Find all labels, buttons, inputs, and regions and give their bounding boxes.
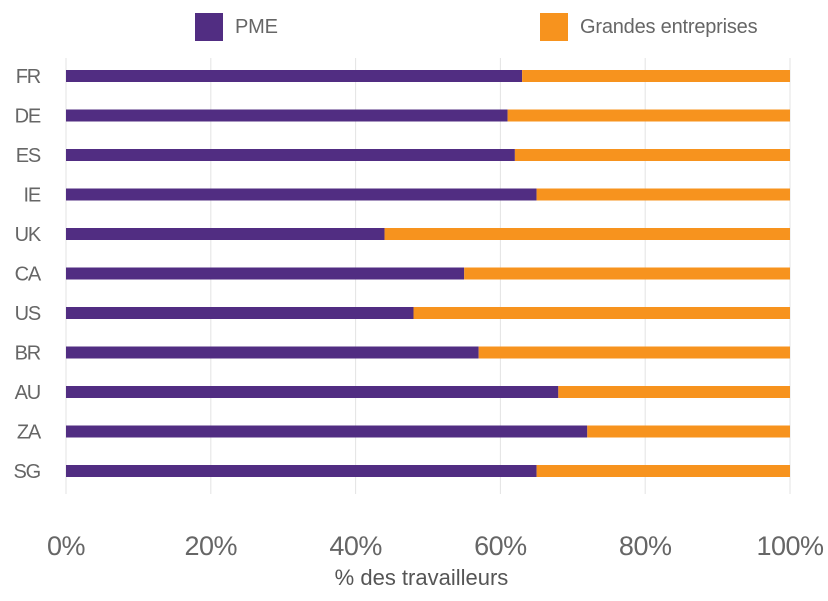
x-axis-title: % des travailleurs (334, 565, 509, 590)
bar-pme (66, 386, 559, 398)
y-category-label: FR (16, 66, 41, 88)
bar-pme (66, 425, 588, 438)
y-category-label: UK (15, 224, 42, 246)
legend-label-grandes-entreprises: Grandes entreprises (580, 15, 758, 38)
y-category-label: BR (15, 343, 41, 365)
bar-pme (66, 70, 523, 82)
bar-grandes-entreprises (384, 228, 790, 240)
bar-pme (66, 109, 508, 122)
y-category-label: DE (15, 106, 41, 128)
y-category-label: AU (15, 382, 40, 404)
bar-pme (66, 267, 465, 280)
bar-pme (66, 346, 479, 359)
bar-grandes-entreprises (587, 425, 790, 438)
x-tick-label: 60% (474, 531, 527, 561)
y-category-label: ES (16, 145, 41, 167)
bar-grandes-entreprises (514, 149, 790, 161)
y-category-label: CA (15, 264, 42, 286)
bar-grandes-entreprises (507, 109, 790, 122)
legend-label-pme: PME (235, 15, 278, 38)
bar-grandes-entreprises (536, 465, 790, 477)
x-tick-label: 40% (329, 531, 382, 561)
bar-pme (66, 188, 537, 201)
y-category-label: IE (24, 185, 41, 207)
x-tick-label: 100% (756, 531, 824, 561)
bar-pme (66, 307, 414, 319)
x-tick-label: 0% (47, 531, 86, 561)
bar-pme (66, 228, 385, 240)
bar-grandes-entreprises (558, 386, 790, 398)
y-category-label: US (15, 303, 41, 325)
y-category-label: ZA (17, 422, 42, 444)
legend-item-pme: PME (195, 12, 278, 42)
x-tick-label: 20% (185, 531, 238, 561)
bar-grandes-entreprises (478, 346, 790, 359)
bar-grandes-entreprises (464, 267, 790, 280)
bar-pme (66, 465, 537, 477)
legend-item-grandes-entreprises: Grandes entreprises (540, 12, 758, 42)
legend-swatch-grandes-entreprises (540, 13, 568, 41)
bar-pme (66, 149, 515, 161)
bar-grandes-entreprises (522, 70, 790, 82)
bar-grandes-entreprises (536, 188, 790, 201)
x-tick-label: 80% (619, 531, 672, 561)
bar-grandes-entreprises (413, 307, 790, 319)
y-category-label: SG (14, 461, 41, 483)
legend-swatch-pme (195, 13, 223, 41)
